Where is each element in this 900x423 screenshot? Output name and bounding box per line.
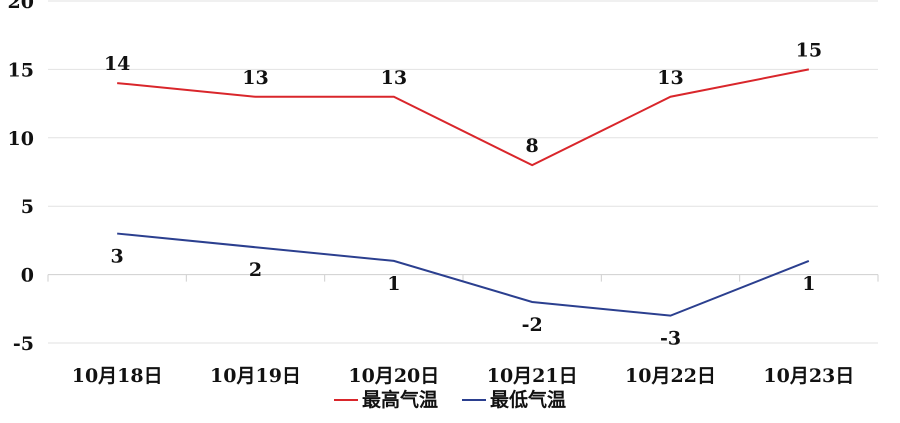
data-label: 15 <box>796 39 822 61</box>
series-lines <box>117 68 810 317</box>
x-tick-label: 10月22日 <box>625 365 716 387</box>
series-line-high <box>117 68 810 167</box>
data-label: 13 <box>242 67 268 89</box>
series-line-low <box>117 232 810 317</box>
x-tick-label: 10月19日 <box>210 365 301 387</box>
data-label: 13 <box>381 67 407 89</box>
y-tick-label: 15 <box>8 59 34 81</box>
y-axis-tick-labels: -5 0 5 10 15 20 <box>8 0 34 355</box>
data-label: 8 <box>526 135 539 157</box>
legend: 最高气温 最低气温 <box>334 388 566 411</box>
y-tick-label: 0 <box>21 265 34 287</box>
y-tick-label: 5 <box>21 196 34 218</box>
x-tick-label: 10月20日 <box>348 365 439 387</box>
y-tick-label: -5 <box>13 333 34 355</box>
x-tick-label: 10月23日 <box>763 365 854 387</box>
data-label: 14 <box>104 53 130 75</box>
data-label: 1 <box>387 273 400 295</box>
gridlines <box>48 0 878 344</box>
data-labels: 14 13 13 8 13 15 3 2 1 -2 -3 1 <box>104 39 822 349</box>
y-tick-label: 20 <box>8 0 34 13</box>
data-label: -2 <box>522 314 543 336</box>
legend-label: 最低气温 <box>490 388 566 411</box>
data-label: 1 <box>802 273 815 295</box>
y-tick-label: 10 <box>8 128 34 150</box>
data-label: -3 <box>660 328 681 350</box>
data-label: 13 <box>657 67 683 89</box>
legend-label: 最高气温 <box>362 388 438 411</box>
data-label: 3 <box>111 246 124 268</box>
x-axis-tick-labels: 10月18日 10月19日 10月20日 10月21日 10月22日 10月23日 <box>72 365 855 387</box>
data-label: 2 <box>249 259 262 281</box>
x-tick-label: 10月18日 <box>72 365 163 387</box>
x-tick-label: 10月21日 <box>487 365 578 387</box>
